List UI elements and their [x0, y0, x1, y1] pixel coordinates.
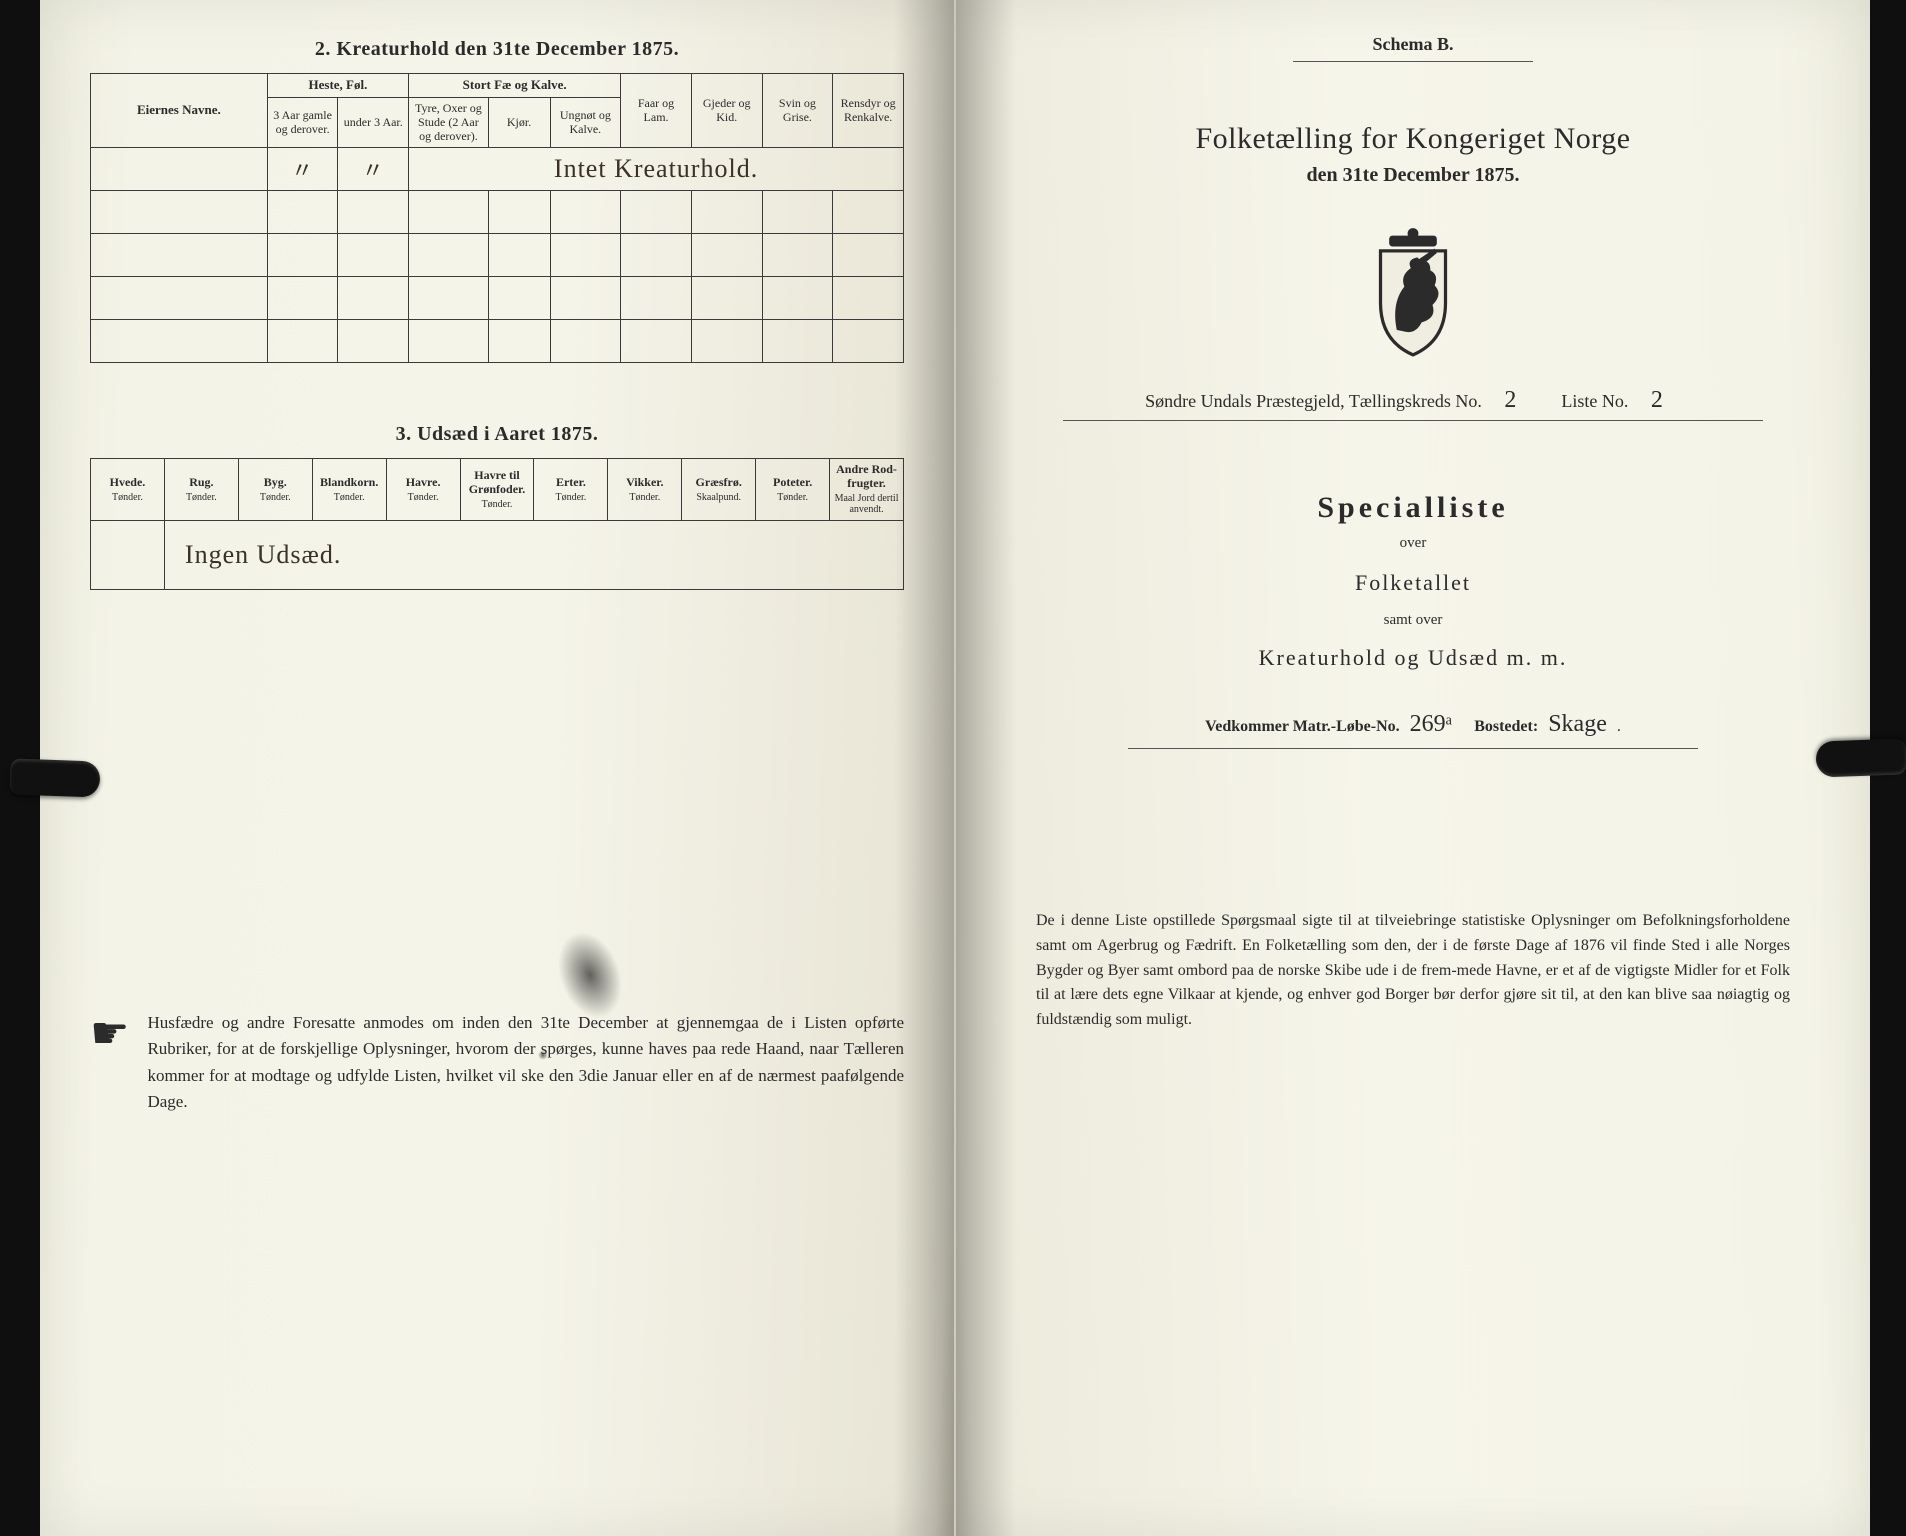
- table-row: Ingen Udsæd.: [91, 520, 904, 589]
- schema-label: Schema B.: [1006, 34, 1820, 55]
- scanner-bed: 2. Kreaturhold den 31te December 1875. E…: [0, 0, 1906, 1536]
- binder-clip-icon: [1815, 738, 1906, 777]
- right-page: Schema B. Folketælling for Kongeriget No…: [956, 0, 1870, 1536]
- col-horses-2: under 3 Aar.: [338, 97, 409, 147]
- sowing-col: Havre.Tønder.: [386, 459, 460, 521]
- col-group-horses: Heste, Føl.: [267, 74, 408, 98]
- col-group-cattle: Stort Fæ og Kalve.: [409, 74, 621, 98]
- matr-number: 269ᵃ: [1404, 711, 1459, 737]
- binder-clip-icon: [9, 758, 100, 797]
- coat-of-arms-icon: [1358, 227, 1468, 357]
- sowing-col: Erter.Tønder.: [534, 459, 608, 521]
- kreds-number: 2: [1486, 387, 1534, 414]
- vedkommer-line: Vedkommer Matr.-Løbe-No. 269ᵃ Bostedet: …: [1006, 711, 1820, 738]
- table-row: [91, 277, 904, 320]
- col-owners: Eiernes Navne.: [91, 74, 268, 148]
- liste-label: Liste No.: [1561, 391, 1628, 411]
- col-pigs: Svin og Grise.: [762, 74, 833, 148]
- table-row: [91, 320, 904, 363]
- col-sheep: Faar og Lam.: [621, 74, 692, 148]
- sowing-col: Havre til Grønfoder.Tønder.: [460, 459, 534, 521]
- table-row: [91, 191, 904, 234]
- sowing-col: Blandkorn.Tønder.: [312, 459, 386, 521]
- bostedet-value: Skage: [1542, 711, 1613, 737]
- col-cattle-2: Kjør.: [488, 97, 550, 147]
- sowing-col: Vikker.Tønder.: [608, 459, 682, 521]
- bostedet-label: Bostedet:: [1474, 718, 1538, 735]
- liste-number: 2: [1633, 387, 1681, 414]
- section-3-title: 3. Udsæd i Aaret 1875.: [90, 423, 904, 446]
- open-book: 2. Kreaturhold den 31te December 1875. E…: [40, 0, 1870, 1536]
- parish-name: Søndre Undals: [1145, 391, 1252, 411]
- sowing-col: Byg.Tønder.: [238, 459, 312, 521]
- sowing-col: Rug.Tønder.: [164, 459, 238, 521]
- sowing-table: Hvede.Tønder.Rug.Tønder.Byg.Tønder.Bland…: [90, 458, 904, 590]
- handwritten-entry: Ingen Udsæd.: [164, 520, 903, 589]
- table-row: [91, 234, 904, 277]
- livestock-table: Eiernes Navne. Heste, Føl. Stort Fæ og K…: [90, 73, 904, 363]
- col-horses-1: 3 Aar gamle og derover.: [267, 97, 338, 147]
- sowing-col: Græsfrø.Skaalpund.: [682, 459, 756, 521]
- census-subtitle: den 31te December 1875.: [1006, 164, 1820, 187]
- note-text: Husfædre og andre Foresatte anmodes om i…: [147, 1010, 904, 1115]
- sowing-col: Andre Rod-frugter.Maal Jord dertil anven…: [830, 459, 904, 521]
- folketallet-label: Folketallet: [1006, 570, 1820, 596]
- sowing-col: Poteter.Tønder.: [756, 459, 830, 521]
- handwritten-entry: Intet Kreaturhold.: [409, 148, 904, 191]
- sowing-col: Hvede.Tønder.: [91, 459, 165, 521]
- left-page: 2. Kreaturhold den 31te December 1875. E…: [40, 0, 956, 1536]
- col-goats: Gjeder og Kid.: [691, 74, 762, 148]
- census-title: Folketælling for Kongeriget Norge: [1006, 122, 1820, 156]
- pointing-hand-icon: ☛: [90, 1012, 129, 1056]
- specialliste-title: Specialliste: [1006, 491, 1820, 525]
- bottom-paragraph: De i denne Liste opstillede Spørgsmaal s…: [1006, 909, 1820, 1033]
- samt-label: samt over: [1006, 612, 1820, 629]
- table-row: 〃 〃 Intet Kreaturhold.: [91, 148, 904, 191]
- parish-label: Præstegjeld, Tællingskreds No.: [1256, 391, 1482, 411]
- col-cattle-1: Tyre, Oxer og Stude (2 Aar og derover).: [409, 97, 489, 147]
- kreaturhold-label: Kreaturhold og Udsæd m. m.: [1006, 645, 1820, 671]
- footer-note: ☛ Husfædre og andre Foresatte anmodes om…: [90, 1010, 904, 1115]
- parish-line: Søndre Undals Præstegjeld, Tællingskreds…: [1006, 387, 1820, 414]
- col-reindeer: Rensdyr og Renkalve.: [833, 74, 904, 148]
- section-2-title: 2. Kreaturhold den 31te December 1875.: [90, 38, 904, 61]
- over-label: over: [1006, 535, 1820, 552]
- col-cattle-3: Ungnøt og Kalve.: [550, 97, 621, 147]
- vedkommer-label: Vedkommer Matr.-Løbe-No.: [1205, 718, 1400, 735]
